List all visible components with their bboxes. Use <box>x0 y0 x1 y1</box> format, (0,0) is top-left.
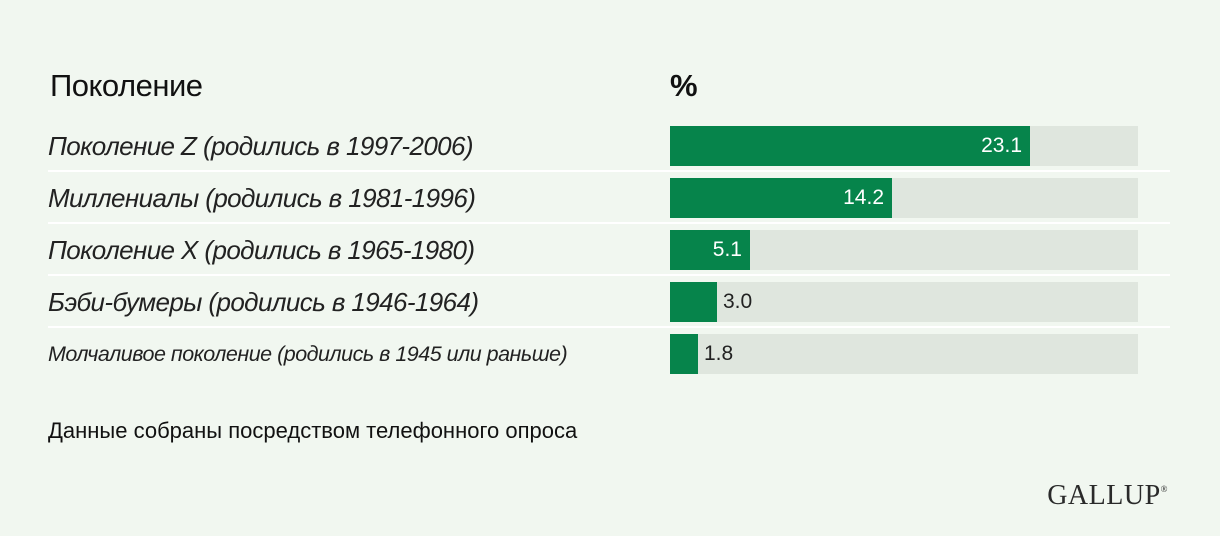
data-label: 14.2 <box>843 186 884 209</box>
chart-row: Поколение Z (родились в 1997-2006) 23.1 <box>48 120 1170 172</box>
category-label: Поколение Z (родились в 1997-2006) <box>48 130 474 161</box>
data-label: 3.0 <box>723 290 753 313</box>
data-label: 5.1 <box>712 238 742 261</box>
category-label: Поколение X (родились в 1965-1980) <box>48 234 475 265</box>
category-label: Бэби-бумеры (родились в 1946-1964) <box>48 286 479 317</box>
chart-row: Миллениалы (родились в 1981-1996) 14.2 <box>48 172 1170 224</box>
data-label: 23.1 <box>981 134 1022 157</box>
gallup-logo: GALLUP® <box>1047 480 1168 512</box>
survey-note: Данные собраны посредством телефонного о… <box>48 418 578 443</box>
bar <box>670 334 698 374</box>
category-column-header: Поколение <box>50 68 203 103</box>
bar <box>670 230 750 270</box>
data-label: 1.8 <box>704 342 734 365</box>
category-label: Молчаливое поколение (родились в 1945 ил… <box>48 341 568 366</box>
chart-row: Бэби-бумеры (родились в 1946-1964) 3.0 <box>48 276 1170 328</box>
bar-track: 23.1 <box>670 126 1138 166</box>
bar <box>670 282 717 322</box>
bar-track: 14.2 <box>670 178 1138 218</box>
value-column-header: % <box>670 68 698 103</box>
logo-text: GALLUP <box>1047 480 1161 511</box>
registered-mark: ® <box>1160 484 1168 494</box>
bar <box>670 178 892 218</box>
category-label: Миллениалы (родились в 1981-1996) <box>48 182 476 213</box>
chart-row: Молчаливое поколение (родились в 1945 ил… <box>48 328 1170 380</box>
bar-track: 3.0 <box>670 282 1138 322</box>
bar <box>670 126 1030 166</box>
chart-row: Поколение X (родились в 1965-1980) 5.1 <box>48 224 1170 276</box>
bar-track: 1.8 <box>670 334 1138 374</box>
bar-track: 5.1 <box>670 230 1138 270</box>
